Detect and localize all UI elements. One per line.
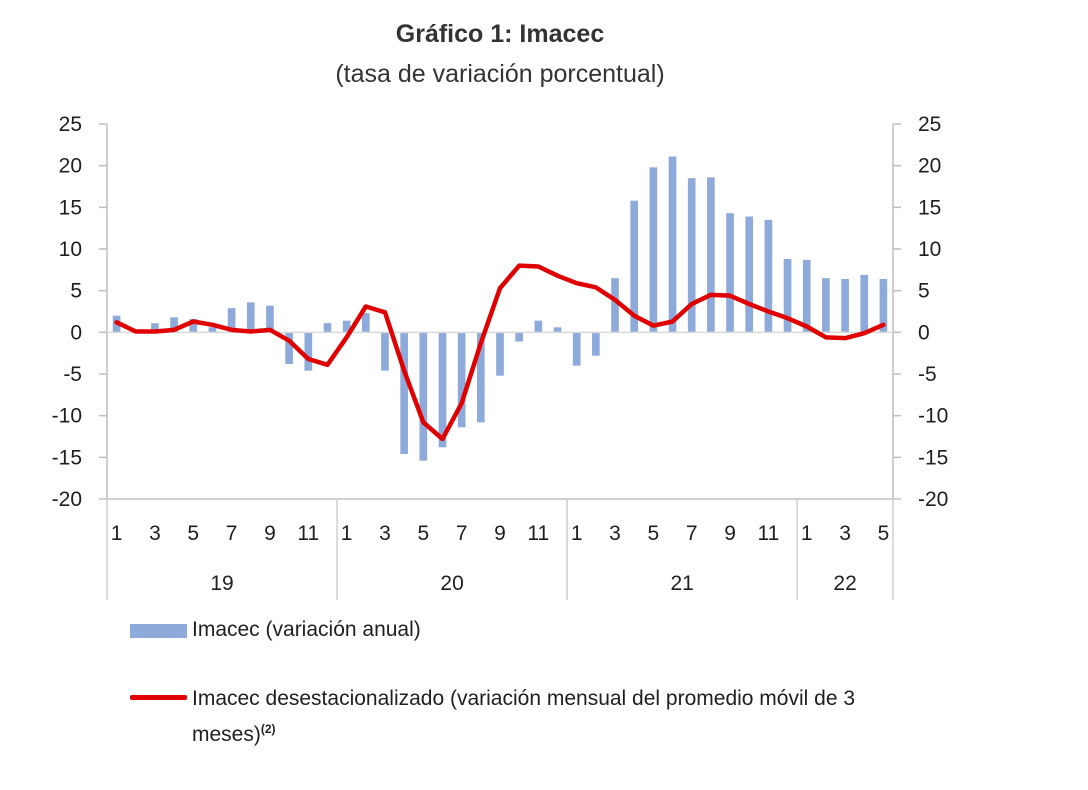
- y-tick-label-left: 0: [70, 321, 82, 344]
- x-tick-label: 5: [878, 522, 890, 545]
- x-tick-label: 9: [264, 522, 276, 545]
- bar: [381, 332, 389, 371]
- x-tick-label: 5: [187, 522, 199, 545]
- y-tick-label-left: -5: [63, 363, 82, 386]
- y-tick-label-right: -15: [918, 446, 948, 469]
- y-tick-label-right: 15: [918, 196, 941, 219]
- legend-bar-swatch: [130, 624, 187, 638]
- y-tick-label-right: -5: [918, 363, 937, 386]
- x-tick-label: 5: [648, 522, 660, 545]
- bar: [630, 200, 639, 333]
- x-tick-label: 1: [341, 522, 353, 545]
- x-tick-label: 7: [226, 522, 238, 545]
- bar: [860, 274, 869, 333]
- bar: [438, 332, 447, 448]
- y-tick-label-left: 15: [59, 196, 82, 219]
- y-tick-label-right: 5: [918, 280, 930, 303]
- x-tick-label: 3: [609, 522, 621, 545]
- bar: [208, 327, 217, 333]
- bar: [151, 323, 159, 333]
- chart-title: Gráfico 1: Imacec: [395, 20, 605, 48]
- bar: [246, 302, 255, 333]
- legend-line-label-line1: Imacec desestacionalizado (variación men…: [192, 687, 856, 710]
- bar: [227, 308, 236, 333]
- bar: [726, 213, 734, 333]
- bar: [572, 332, 581, 366]
- x-tick-label: 9: [724, 522, 736, 545]
- bar: [745, 216, 754, 333]
- x-tick-label: 1: [111, 522, 123, 545]
- x-tick-label: 11: [297, 522, 319, 545]
- legend-line-label: Imacec desestacionalizado (variación men…: [192, 684, 855, 750]
- legend-line-footnote: (2): [260, 722, 276, 736]
- x-tick-label: 11: [527, 522, 549, 545]
- bar: [822, 278, 830, 333]
- x-tick-label: 3: [839, 522, 851, 545]
- bar: [534, 320, 543, 333]
- x-tick-label: 3: [379, 522, 391, 545]
- bar: [783, 259, 792, 333]
- bar: [457, 332, 466, 428]
- x-tick-label: 11: [757, 522, 779, 545]
- bar: [496, 332, 504, 376]
- y-tick-label-left: 20: [59, 155, 82, 178]
- y-tick-label-right: -20: [918, 488, 948, 511]
- bar: [266, 305, 274, 333]
- bar: [515, 332, 524, 342]
- y-tick-label-right: 20: [918, 155, 941, 178]
- x-tick-label: 1: [571, 522, 583, 545]
- year-label: 19: [210, 572, 233, 595]
- chart-subtitle: (tasa de variación porcentual): [335, 60, 665, 88]
- x-tick-label: 3: [149, 522, 161, 545]
- y-tick-label-right: 10: [918, 238, 941, 261]
- year-label: 20: [440, 572, 463, 595]
- x-tick-label: 1: [801, 522, 813, 545]
- series-line: [114, 263, 886, 442]
- x-tick-label: 9: [494, 522, 506, 545]
- bar: [764, 219, 773, 333]
- x-tick-label: 7: [686, 522, 698, 545]
- bar: [304, 332, 313, 371]
- bar: [707, 177, 715, 333]
- bar: [400, 332, 408, 454]
- y-tick-label-left: -20: [52, 488, 82, 511]
- bar: [170, 317, 178, 333]
- bar: [553, 327, 562, 333]
- y-tick-label-left: 10: [59, 238, 82, 261]
- y-tick-label-right: -10: [918, 405, 948, 428]
- y-tick-label-right: 0: [918, 321, 930, 344]
- bar: [841, 279, 849, 333]
- legend-line-label-line2: meses): [192, 723, 261, 746]
- y-tick-label-left: 5: [70, 280, 82, 303]
- bar: [189, 319, 198, 333]
- x-tick-label: 5: [417, 522, 429, 545]
- bar: [285, 332, 293, 364]
- bar: [476, 332, 485, 423]
- x-tick-label: 7: [456, 522, 468, 545]
- year-label: 21: [670, 572, 693, 595]
- bar: [342, 320, 351, 333]
- y-tick-label-left: -10: [52, 405, 82, 428]
- legend-line-swatch: [130, 695, 187, 700]
- bar: [611, 278, 619, 333]
- year-label: 22: [833, 572, 856, 595]
- bar: [649, 167, 658, 333]
- bar: [361, 313, 370, 333]
- bar: [802, 259, 811, 333]
- y-tick-label-left: 25: [59, 113, 82, 136]
- bar: [592, 332, 600, 356]
- bar: [419, 332, 428, 461]
- bar: [668, 156, 677, 333]
- bar: [323, 323, 332, 333]
- y-tick-label-left: -15: [52, 446, 82, 469]
- legend-bar-label: Imacec (variación anual): [192, 618, 421, 641]
- bar: [879, 279, 888, 333]
- y-tick-label-right: 25: [918, 113, 941, 136]
- bar: [687, 178, 696, 333]
